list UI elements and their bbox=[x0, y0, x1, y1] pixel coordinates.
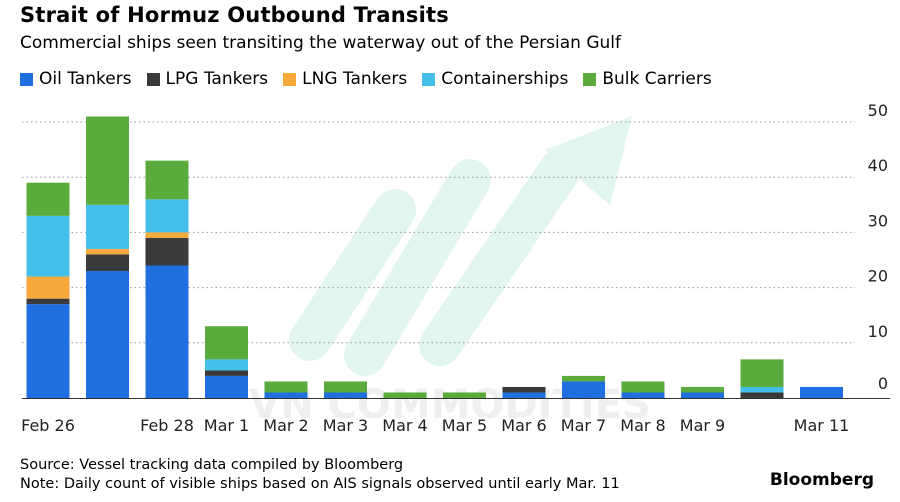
x-tick-label: Mar 2 bbox=[263, 416, 308, 435]
bar-segment bbox=[145, 237, 189, 266]
x-tick-label: Mar 11 bbox=[794, 416, 850, 435]
y-tick-label: 10 bbox=[868, 322, 888, 341]
footnote: Note: Daily count of visible ships based… bbox=[20, 476, 620, 492]
legend-item: LNG Tankers bbox=[283, 69, 407, 89]
watermark-stroke bbox=[289, 189, 416, 361]
bar-segment bbox=[145, 232, 189, 238]
bar-segment bbox=[324, 392, 367, 398]
legend-label: Containerships bbox=[441, 69, 569, 89]
y-tick-label: 50 bbox=[868, 101, 888, 120]
bar-segment bbox=[86, 204, 129, 249]
bar-segment bbox=[264, 381, 308, 393]
bar-segment bbox=[205, 375, 248, 398]
legend-label: LPG Tankers bbox=[165, 69, 269, 89]
legend-swatch bbox=[422, 72, 436, 86]
bar-segment bbox=[383, 392, 427, 398]
bar-segment bbox=[800, 386, 843, 398]
legend-label: Bulk Carriers bbox=[602, 69, 712, 89]
bar-segment bbox=[205, 370, 248, 376]
bar-segment bbox=[86, 248, 129, 255]
watermark-arrow-head bbox=[545, 116, 632, 205]
bar-segment bbox=[86, 271, 129, 398]
bar-segment bbox=[681, 392, 724, 398]
x-tick-label: Mar 3 bbox=[323, 416, 368, 435]
watermark-stroke bbox=[419, 149, 581, 366]
bar-segment bbox=[145, 199, 189, 233]
x-tick-label: Mar 5 bbox=[442, 416, 487, 435]
legend-swatch bbox=[283, 72, 297, 86]
x-tick-label: Feb 26 bbox=[21, 416, 75, 435]
x-tick-label: Mar 9 bbox=[680, 416, 725, 435]
legend-item: Oil Tankers bbox=[20, 69, 132, 89]
bar-segment bbox=[502, 386, 546, 393]
bar-segment bbox=[26, 215, 70, 277]
y-tick-label: 30 bbox=[868, 211, 888, 230]
bar-segment bbox=[26, 182, 70, 216]
bar-segment bbox=[562, 375, 605, 382]
legend-item: Containerships bbox=[422, 69, 568, 89]
legend-item: Bulk Carriers bbox=[583, 69, 712, 89]
bar-segment bbox=[324, 381, 367, 393]
y-tick-label: 40 bbox=[868, 156, 888, 175]
x-tick-label: Mar 8 bbox=[620, 416, 665, 435]
legend-item: LPG Tankers bbox=[146, 69, 269, 89]
bar-segment bbox=[562, 381, 605, 398]
y-tick-label: 20 bbox=[868, 267, 888, 286]
x-tick-label: Mar 1 bbox=[204, 416, 249, 435]
legend-label: Oil Tankers bbox=[39, 69, 132, 89]
bar-segment bbox=[740, 386, 784, 393]
bar-segment bbox=[145, 265, 189, 398]
bar-segment bbox=[86, 254, 129, 272]
bar-segment bbox=[740, 392, 784, 398]
bar-segment bbox=[145, 160, 189, 200]
legend-swatch bbox=[146, 72, 160, 86]
bar-segment bbox=[26, 298, 70, 305]
chart-legend: Oil Tankers LPG Tankers LNG Tankers Contain… bbox=[20, 69, 727, 89]
watermark: VN COMMODITIES bbox=[249, 116, 651, 428]
bar-segment bbox=[502, 392, 546, 398]
bar-segment bbox=[443, 392, 486, 398]
bar-segment bbox=[621, 381, 665, 393]
legend-swatch bbox=[583, 72, 597, 86]
y-tick-label: 0 bbox=[878, 374, 888, 393]
bar-segment bbox=[26, 276, 70, 299]
x-tick-label: Feb 28 bbox=[140, 416, 194, 435]
bar-segment bbox=[26, 304, 70, 398]
bar-segment bbox=[86, 116, 129, 205]
x-tick-label: Mar 6 bbox=[501, 416, 546, 435]
bloomberg-logo: Bloomberg bbox=[769, 470, 874, 490]
legend-swatch bbox=[20, 72, 33, 86]
bar-segment bbox=[205, 359, 248, 371]
chart-subtitle: Commercial ships seen transiting the wat… bbox=[20, 33, 622, 53]
watermark-stroke bbox=[344, 159, 491, 376]
bar-segment bbox=[264, 392, 308, 398]
bar-segment bbox=[205, 326, 248, 360]
bar-segment bbox=[681, 386, 724, 393]
x-tick-label: Mar 4 bbox=[382, 416, 427, 435]
legend-label: LNG Tankers bbox=[302, 69, 408, 89]
x-tick-label: Mar 7 bbox=[561, 416, 606, 435]
source-note: Source: Vessel tracking data compiled by… bbox=[20, 457, 404, 473]
bar-segment bbox=[740, 359, 784, 387]
chart-title: Strait of Hormuz Outbound Transits bbox=[20, 3, 449, 27]
bar-segment bbox=[621, 392, 665, 398]
